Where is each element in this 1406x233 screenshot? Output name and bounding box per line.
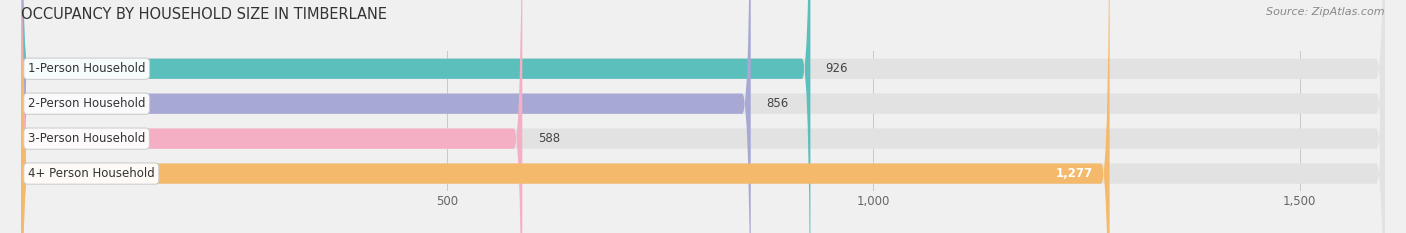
Text: 1-Person Household: 1-Person Household <box>28 62 145 75</box>
Text: Source: ZipAtlas.com: Source: ZipAtlas.com <box>1267 7 1385 17</box>
Text: 3-Person Household: 3-Person Household <box>28 132 145 145</box>
Text: 4+ Person Household: 4+ Person Household <box>28 167 155 180</box>
FancyBboxPatch shape <box>21 0 522 233</box>
FancyBboxPatch shape <box>21 0 1109 233</box>
Text: 856: 856 <box>766 97 789 110</box>
Text: 2-Person Household: 2-Person Household <box>28 97 145 110</box>
Text: 588: 588 <box>537 132 560 145</box>
Text: 1,277: 1,277 <box>1056 167 1092 180</box>
FancyBboxPatch shape <box>21 0 1385 233</box>
FancyBboxPatch shape <box>21 0 1385 233</box>
FancyBboxPatch shape <box>21 0 751 233</box>
Text: OCCUPANCY BY HOUSEHOLD SIZE IN TIMBERLANE: OCCUPANCY BY HOUSEHOLD SIZE IN TIMBERLAN… <box>21 7 387 22</box>
FancyBboxPatch shape <box>21 0 1385 233</box>
FancyBboxPatch shape <box>21 0 810 233</box>
Text: 926: 926 <box>825 62 848 75</box>
FancyBboxPatch shape <box>21 0 1385 233</box>
